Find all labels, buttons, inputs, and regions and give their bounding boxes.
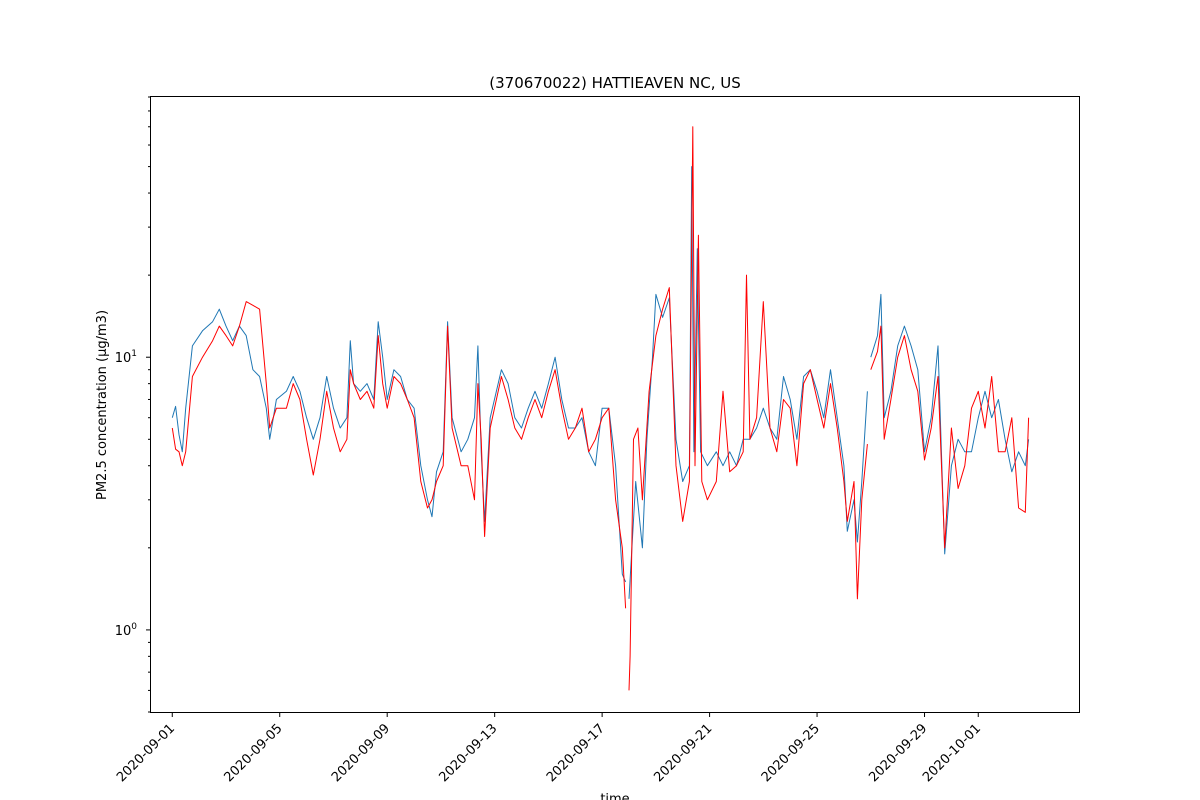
plot-series-group (171, 126, 1030, 691)
y-tick-label: 100 (115, 622, 138, 639)
y-axis-ticks: 100 101 (115, 96, 151, 713)
y-tick-label: 101 (115, 349, 137, 366)
chart-title: (370670022) HATTIEAVEN NC, US (489, 74, 740, 92)
y-axis-label: PM2.5 concentration (μg/m3) (95, 310, 110, 500)
plot-frame (150, 96, 1080, 713)
x-axis-label: time (600, 792, 629, 800)
series-line-2 (171, 126, 1030, 691)
